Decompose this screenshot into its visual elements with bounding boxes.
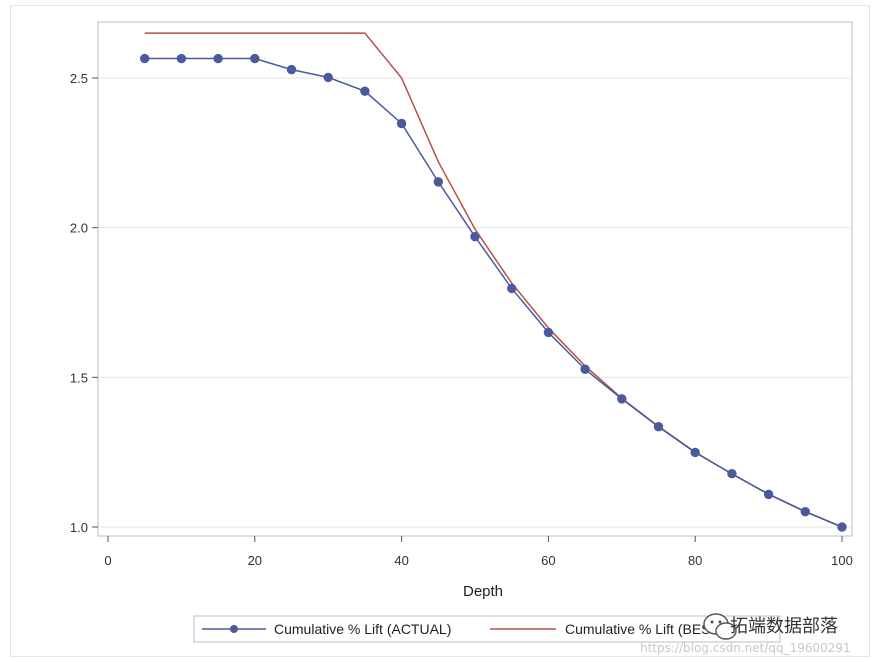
- y-tick-label: 1.0: [70, 520, 88, 535]
- watermark-brand: 拓端数据部落: [730, 616, 838, 637]
- legend-marker-actual: [230, 625, 238, 633]
- y-tick-label: 1.5: [70, 370, 88, 385]
- data-point: [433, 177, 443, 187]
- y-tick-label: 2.0: [70, 221, 88, 236]
- data-point: [140, 53, 150, 64]
- data-point: [396, 118, 407, 129]
- x-tick-label: 0: [104, 553, 111, 568]
- legend: Cumulative % Lift (ACTUAL) Cumulative % …: [193, 615, 781, 643]
- x-axis-title: Depth: [463, 583, 503, 600]
- data-point: [286, 64, 297, 75]
- data-point: [580, 364, 590, 374]
- wechat-logo-icon: [703, 613, 737, 640]
- x-tick-label: 20: [248, 553, 262, 568]
- axes: 1.0 1.5 2.0 2.5 0 20 40 60 80 100: [70, 71, 853, 568]
- legend-label-best: Cumulative % Lift (BEST): [565, 621, 724, 637]
- legend-label-actual: Cumulative % Lift (ACTUAL): [274, 621, 451, 637]
- data-point: [507, 283, 517, 294]
- x-tick-label: 60: [541, 553, 555, 568]
- data-point: [360, 86, 370, 96]
- data-point: [323, 72, 333, 83]
- plot-area: [97, 21, 853, 537]
- legend-box: [193, 615, 781, 643]
- series-line-actual: [144, 57, 843, 528]
- data-point: [763, 489, 774, 500]
- x-tick-label: 40: [394, 553, 408, 568]
- data-point: [837, 522, 847, 532]
- data-point: [213, 53, 223, 64]
- data-point: [690, 447, 700, 458]
- data-point: [653, 422, 664, 432]
- data-point: [800, 507, 810, 517]
- data-point: [727, 469, 737, 479]
- data-point: [250, 53, 260, 64]
- data-point: [470, 231, 480, 242]
- x-tick-label: 80: [688, 553, 702, 568]
- data-point: [543, 327, 554, 338]
- watermark: 拓端数据部落 https://blog.csdn.net/qq_19600291: [640, 613, 851, 655]
- y-tick-label: 2.5: [70, 71, 88, 86]
- x-tick-label: 100: [831, 553, 853, 568]
- data-point: [176, 53, 187, 64]
- watermark-url: https://blog.csdn.net/qq_19600291: [640, 641, 851, 655]
- data-point: [617, 394, 627, 404]
- series-lines: [140, 32, 847, 532]
